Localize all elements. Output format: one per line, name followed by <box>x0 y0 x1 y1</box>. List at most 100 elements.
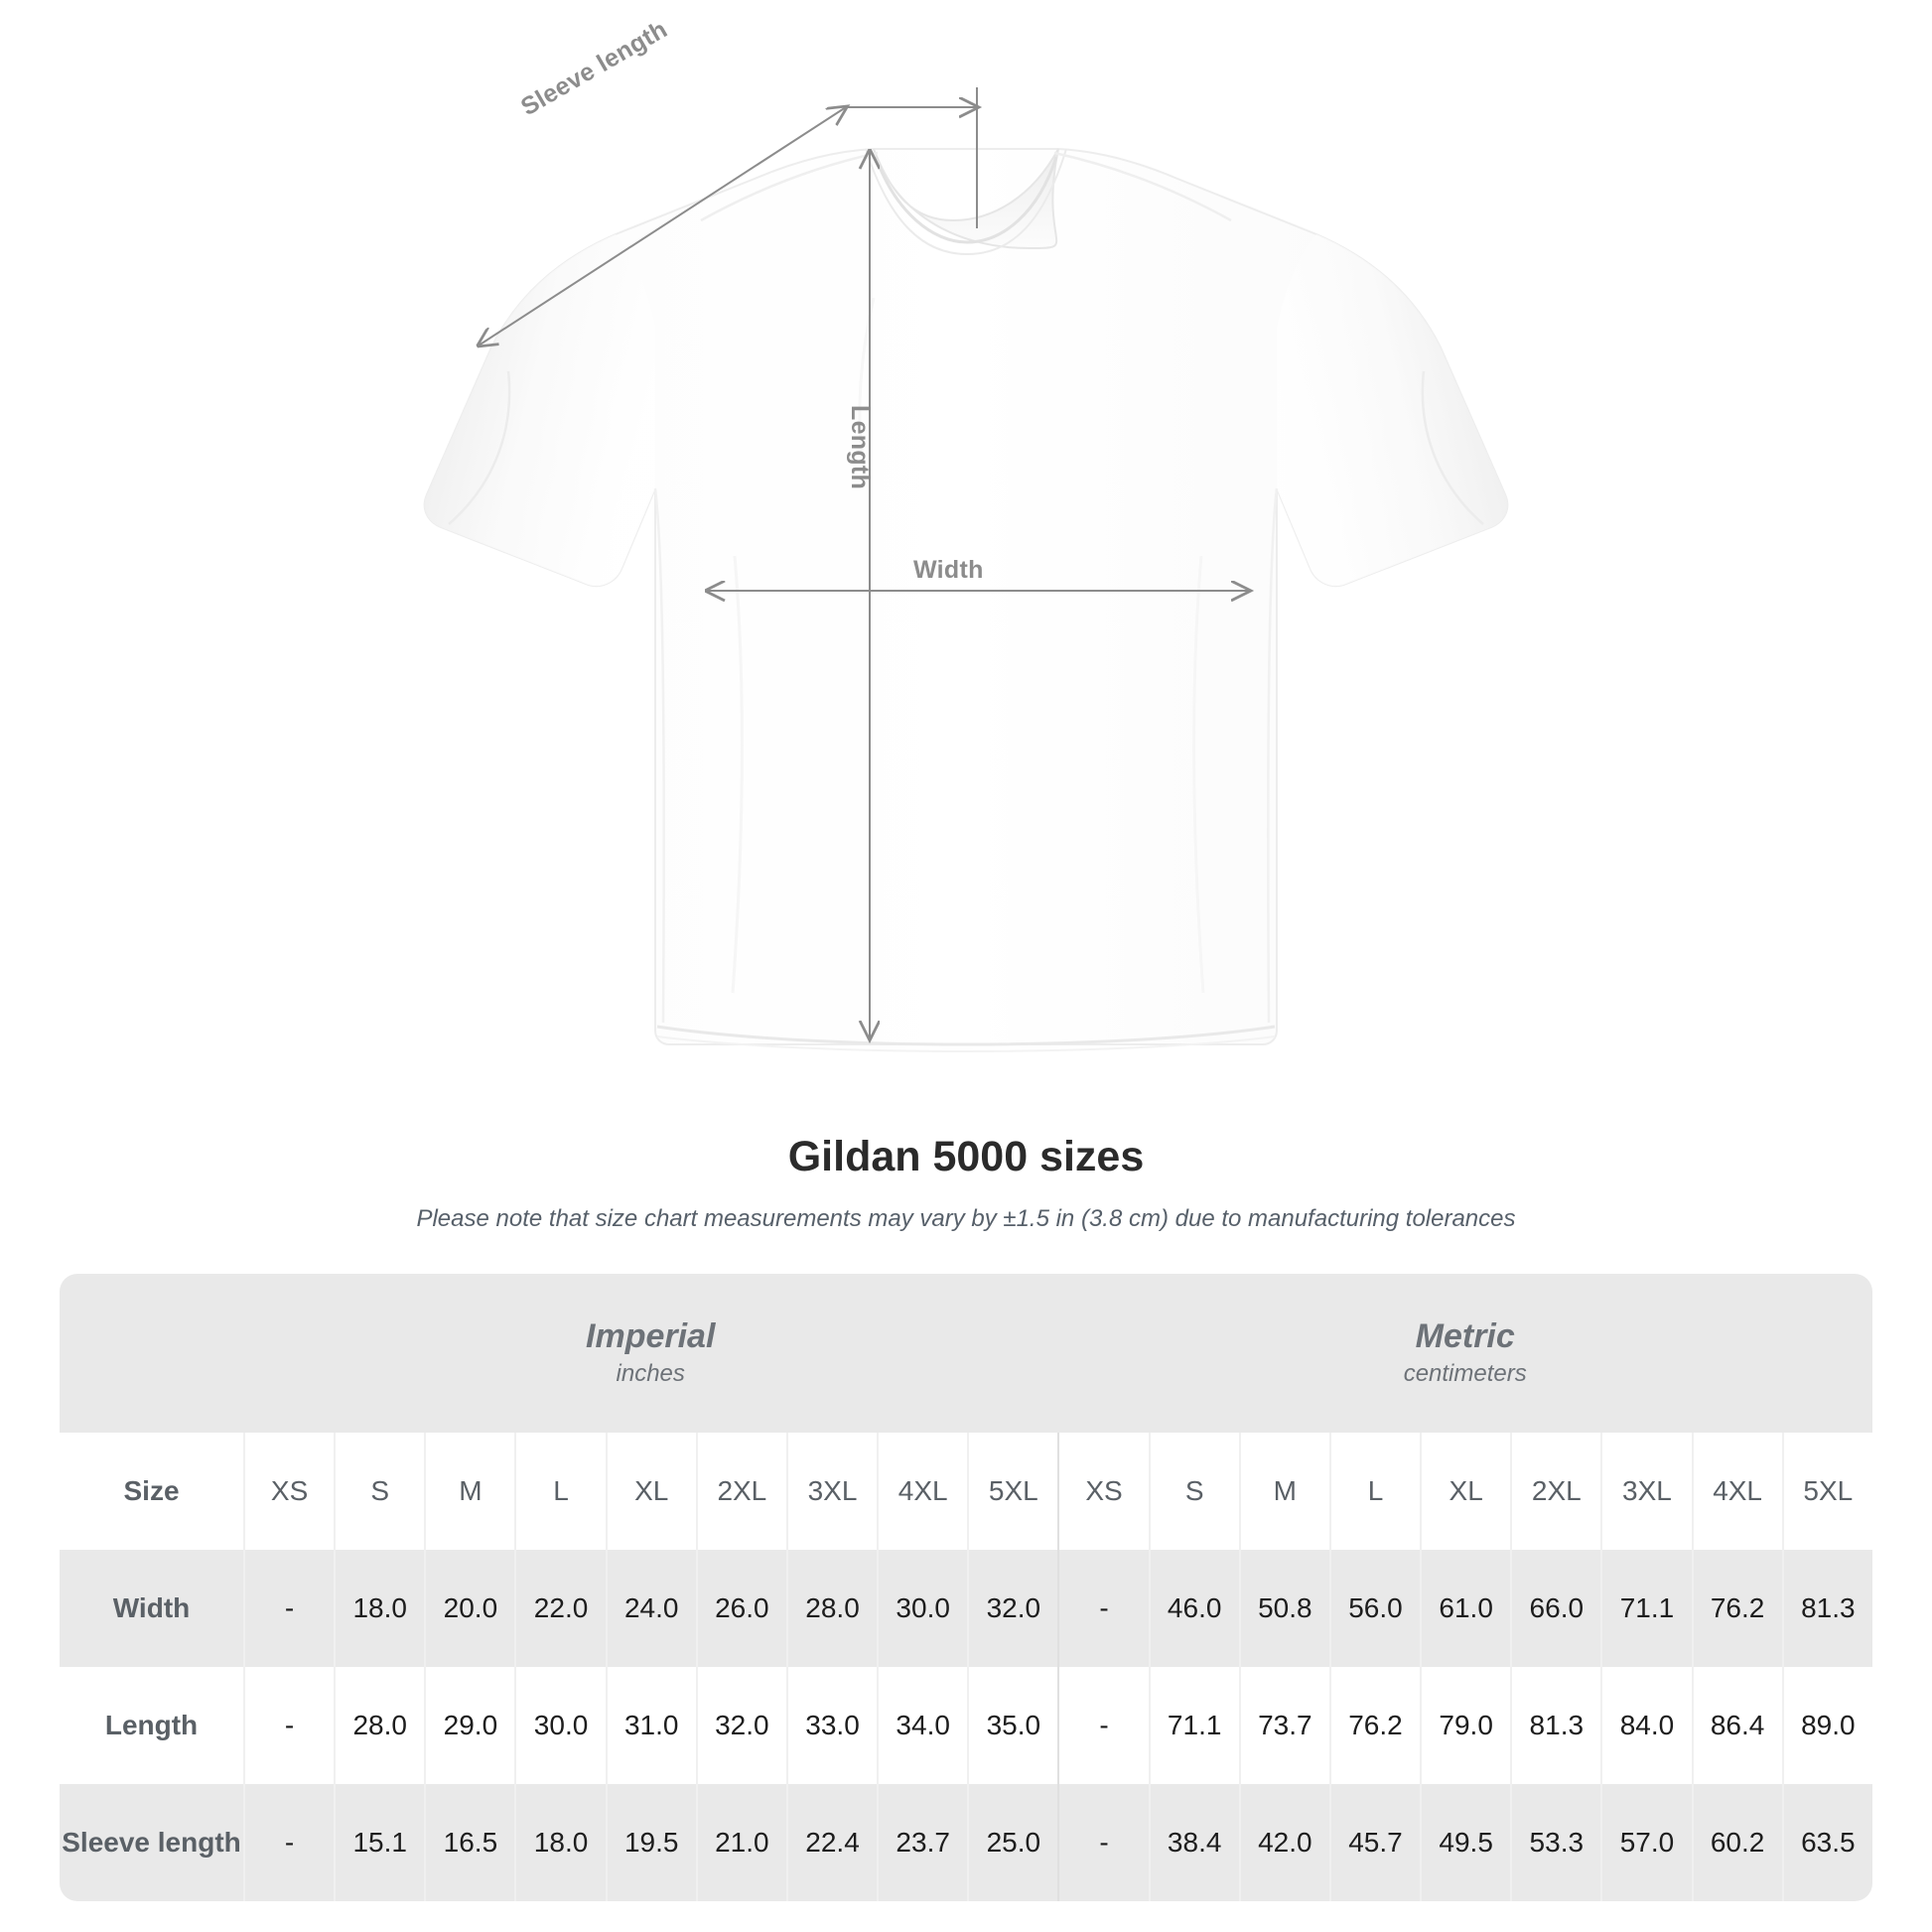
cell-length-imperial-5xl: 35.0 <box>967 1667 1058 1784</box>
size-header-imperial-3xl: 3XL <box>785 1433 878 1550</box>
page-title: Gildan 5000 sizes <box>787 1133 1145 1180</box>
cell-width-metric-4xl: 76.2 <box>1691 1550 1782 1667</box>
size-header-imperial-l: L <box>514 1433 606 1550</box>
size-header-imperial-xl: XL <box>605 1433 696 1550</box>
tshirt-illustration: Sleeve length Length Width <box>423 15 1509 1052</box>
size-chart-table-wrap: Imperial inches Metric centimeters Size XS S M L… <box>60 1274 1872 1901</box>
cell-width-metric-xl: 61.0 <box>1420 1550 1511 1667</box>
cell-width-imperial-xs: - <box>243 1550 335 1667</box>
size-header-row: Size XS S M L XL 2XL 3XL 4XL 5XL XS S M L XL 2XL 3XL 4XL 5… <box>60 1433 1872 1550</box>
sleeve-length-arrow <box>479 107 846 345</box>
cell-width-metric-3xl: 71.1 <box>1600 1550 1692 1667</box>
unit-sub-imperial: inches <box>616 1360 685 1388</box>
cell-length-metric-4xl: 86.4 <box>1691 1667 1782 1784</box>
size-header-imperial-xs: XS <box>243 1433 335 1550</box>
cell-sleeve-length-metric-l: 45.7 <box>1328 1784 1421 1901</box>
cell-sleeve-length-imperial-s: 15.1 <box>334 1784 425 1901</box>
size-corner-label: Size <box>60 1433 243 1550</box>
cell-length-imperial-xl: 31.0 <box>605 1667 696 1784</box>
cell-width-imperial-3xl: 28.0 <box>785 1550 878 1667</box>
unit-sub-metric: centimeters <box>1403 1360 1527 1388</box>
unit-name-imperial: Imperial <box>586 1316 716 1355</box>
size-header-metric-l: L <box>1328 1433 1421 1550</box>
tshirt-diagram-svg <box>423 87 1509 1052</box>
cell-length-metric-2xl: 81.3 <box>1510 1667 1601 1784</box>
unit-name-metric: Metric <box>1415 1316 1515 1355</box>
cell-width-imperial-l: 22.0 <box>514 1550 606 1667</box>
size-header-metric-5xl: 5XL <box>1781 1433 1872 1550</box>
cell-width-imperial-2xl: 26.0 <box>695 1550 786 1667</box>
cell-sleeve-length-imperial-2xl: 21.0 <box>695 1784 786 1901</box>
cell-sleeve-length-metric-4xl: 60.2 <box>1691 1784 1782 1901</box>
cell-length-imperial-4xl: 34.0 <box>877 1667 968 1784</box>
cell-sleeve-length-metric-s: 38.4 <box>1148 1784 1239 1901</box>
cell-sleeve-length-metric-m: 42.0 <box>1238 1784 1329 1901</box>
cell-length-imperial-l: 30.0 <box>514 1667 606 1784</box>
tshirt-shape <box>423 148 1509 1052</box>
cell-sleeve-length-imperial-3xl: 22.4 <box>785 1784 878 1901</box>
cell-length-metric-3xl: 84.0 <box>1600 1667 1692 1784</box>
cell-width-metric-l: 56.0 <box>1328 1550 1421 1667</box>
cell-sleeve-length-imperial-xs: - <box>243 1784 335 1901</box>
cell-length-metric-xs: - <box>1057 1667 1149 1784</box>
cell-sleeve-length-imperial-xl: 19.5 <box>605 1784 696 1901</box>
size-header-imperial-5xl: 5XL <box>967 1433 1058 1550</box>
cell-sleeve-length-imperial-5xl: 25.0 <box>967 1784 1058 1901</box>
cell-length-imperial-xs: - <box>243 1667 335 1784</box>
unit-header-row: Imperial inches Metric centimeters <box>60 1274 1872 1433</box>
cell-width-metric-xs: - <box>1057 1550 1149 1667</box>
cell-length-metric-5xl: 89.0 <box>1781 1667 1872 1784</box>
unit-cell-imperial: Imperial inches <box>243 1274 1058 1433</box>
cell-length-imperial-3xl: 33.0 <box>785 1667 878 1784</box>
size-header-metric-2xl: 2XL <box>1510 1433 1601 1550</box>
length-label: Length <box>846 405 874 490</box>
width-label: Width <box>913 556 984 584</box>
size-header-metric-4xl: 4XL <box>1691 1433 1782 1550</box>
cell-sleeve-length-metric-xl: 49.5 <box>1420 1784 1511 1901</box>
tolerance-note: Please note that size chart measurements… <box>416 1204 1516 1232</box>
cell-width-imperial-5xl: 32.0 <box>967 1550 1058 1667</box>
cell-sleeve-length-metric-3xl: 57.0 <box>1600 1784 1692 1901</box>
size-header-imperial-m: M <box>424 1433 515 1550</box>
cell-width-imperial-xl: 24.0 <box>605 1550 696 1667</box>
cell-length-imperial-m: 29.0 <box>424 1667 515 1784</box>
cell-length-metric-xl: 79.0 <box>1420 1667 1511 1784</box>
row-label-width: Width <box>60 1550 243 1667</box>
unit-spacer <box>60 1274 243 1433</box>
table-row: Sleeve length -15.1 16.5 18.0 19.5 21.0 22.4 23… <box>60 1784 1872 1901</box>
row-label-length: Length <box>60 1667 243 1784</box>
cell-sleeve-length-imperial-4xl: 23.7 <box>877 1784 968 1901</box>
size-header-metric-3xl: 3XL <box>1600 1433 1692 1550</box>
size-header-imperial-s: S <box>334 1433 425 1550</box>
cell-width-metric-5xl: 81.3 <box>1781 1550 1872 1667</box>
cell-width-imperial-m: 20.0 <box>424 1550 515 1667</box>
cell-sleeve-length-metric-5xl: 63.5 <box>1781 1784 1872 1901</box>
heading-block: Gildan 5000 sizes Please note that size … <box>0 1132 1932 1233</box>
cell-sleeve-length-metric-2xl: 53.3 <box>1510 1784 1601 1901</box>
cell-sleeve-length-imperial-l: 18.0 <box>514 1784 606 1901</box>
size-chart-table: Imperial inches Metric centimeters Size XS S M L… <box>60 1274 1872 1901</box>
size-header-metric-m: M <box>1238 1433 1329 1550</box>
cell-width-metric-m: 50.8 <box>1238 1550 1329 1667</box>
size-header-metric-xs: XS <box>1057 1433 1149 1550</box>
unit-cell-metric: Metric centimeters <box>1057 1274 1872 1433</box>
cell-sleeve-length-metric-xs: - <box>1057 1784 1149 1901</box>
size-header-metric-xl: XL <box>1420 1433 1511 1550</box>
table-row: Length -28.0 29.0 30.0 31.0 32.0 33.0 34.0 35.0-… <box>60 1667 1872 1784</box>
size-header-imperial-2xl: 2XL <box>695 1433 786 1550</box>
cell-length-metric-l: 76.2 <box>1328 1667 1421 1784</box>
row-label-sleeve-length: Sleeve length <box>60 1784 243 1901</box>
cell-length-metric-m: 73.7 <box>1238 1667 1329 1784</box>
size-header-metric-s: S <box>1148 1433 1239 1550</box>
cell-width-metric-s: 46.0 <box>1148 1550 1239 1667</box>
cell-length-imperial-s: 28.0 <box>334 1667 425 1784</box>
cell-width-metric-2xl: 66.0 <box>1510 1550 1601 1667</box>
cell-length-metric-s: 71.1 <box>1148 1667 1239 1784</box>
cell-length-imperial-2xl: 32.0 <box>695 1667 786 1784</box>
cell-width-imperial-4xl: 30.0 <box>877 1550 968 1667</box>
measurement-guides <box>479 87 1249 1038</box>
cell-sleeve-length-imperial-m: 16.5 <box>424 1784 515 1901</box>
table-row: Width -18.0 20.0 22.0 24.0 26.0 28.0 30.0 32.0-4… <box>60 1550 1872 1667</box>
size-header-imperial-4xl: 4XL <box>877 1433 968 1550</box>
cell-width-imperial-s: 18.0 <box>334 1550 425 1667</box>
